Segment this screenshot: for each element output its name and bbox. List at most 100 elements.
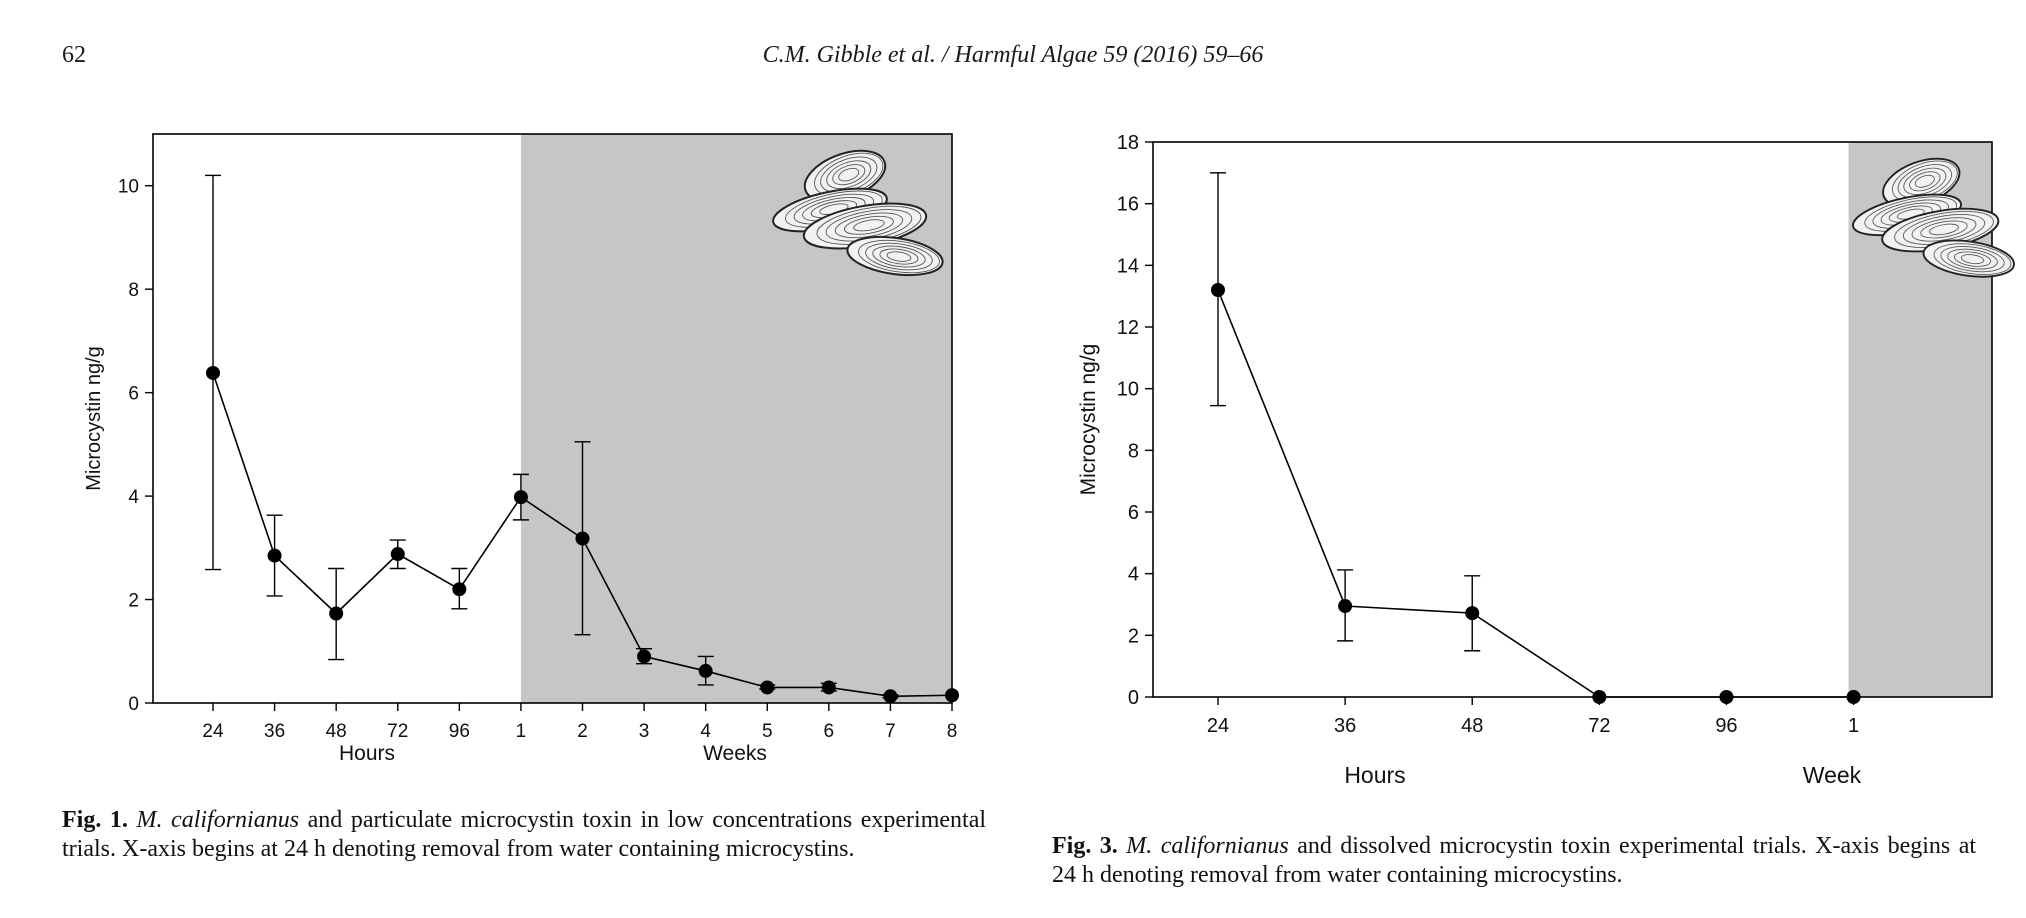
- x-tick-label: 96: [449, 721, 470, 742]
- figure-3-caption-text: and dissolved microcystin toxin experime…: [1052, 833, 1977, 888]
- data-point: [267, 548, 282, 563]
- page-number: 62: [62, 42, 86, 68]
- mussel-shell-ridge: [1940, 246, 2005, 273]
- y-tick-label: 0: [128, 694, 139, 715]
- y-tick-label: 4: [1128, 564, 1139, 586]
- figure-1-caption-text: and particulate microcystin toxin in low…: [62, 807, 987, 862]
- x-tick-label: 4: [700, 721, 711, 742]
- figure-1-caption-label: Fig. 1.: [62, 807, 128, 833]
- mussel-shell-ridge: [1914, 174, 1935, 188]
- x-tick-label: 72: [387, 721, 408, 742]
- x-tick-label: 6: [824, 721, 835, 742]
- mussel-shell-ridge: [1929, 223, 1959, 236]
- data-point: [821, 680, 836, 695]
- mussel-shell-ridge: [858, 239, 940, 274]
- x-group-label: Week: [1803, 762, 1862, 788]
- y-tick-label: 10: [118, 177, 139, 198]
- data-point: [575, 531, 590, 546]
- data-point: [1846, 690, 1861, 704]
- x-tick-label: 96: [1715, 715, 1737, 737]
- data-point: [760, 680, 775, 695]
- x-group-label: Hours: [339, 742, 395, 765]
- x-group-label: Weeks: [703, 742, 767, 765]
- x-tick-label: 8: [947, 721, 958, 742]
- mussel-illustration: [772, 149, 944, 277]
- data-point: [1211, 283, 1225, 297]
- mussel-shell-ridge: [853, 219, 885, 232]
- figure-3-caption-species: M. californianus: [1126, 833, 1289, 859]
- data-point: [1719, 690, 1734, 704]
- x-tick-label: 2: [577, 721, 588, 742]
- x-tick-label: 1: [516, 721, 527, 742]
- mussel-shell-ridge: [1960, 254, 1985, 265]
- y-tick-label: 8: [128, 280, 139, 301]
- x-tick-label: 3: [639, 721, 650, 742]
- y-tick-label: 12: [1117, 317, 1139, 339]
- x-tick-label: 48: [1461, 715, 1483, 737]
- data-point: [698, 663, 713, 678]
- x-tick-label: 24: [202, 721, 224, 742]
- mussel-shell-ridge: [872, 245, 926, 268]
- data-point: [206, 365, 220, 380]
- data-point: [1465, 606, 1480, 621]
- figure-3-caption: Fig. 3. M. californianus and dissolved m…: [1052, 832, 1976, 890]
- mussel-illustration: [1852, 157, 2015, 278]
- plot-frame: [1152, 141, 1993, 698]
- mussel-shell: [1922, 239, 2015, 278]
- mussel-shell-ridge: [844, 215, 894, 235]
- mussel-shell-ridge: [879, 248, 919, 265]
- y-axis-label: Microcystin ng/g: [1077, 344, 1100, 496]
- mussel-shell-ridge: [865, 242, 933, 271]
- mussel-shell-ridge: [1947, 248, 1998, 270]
- x-tick-label: 5: [762, 721, 773, 742]
- data-point: [513, 490, 528, 505]
- data-point: [945, 688, 959, 703]
- y-tick-label: 8: [1128, 440, 1139, 462]
- data-point: [329, 606, 344, 621]
- x-group-label: Hours: [1344, 762, 1405, 788]
- figure-3-caption-label: Fig. 3.: [1052, 833, 1118, 859]
- mussel-shell-ridge: [826, 160, 872, 189]
- x-tick-label: 1: [1848, 715, 1859, 737]
- x-tick-label: 36: [264, 721, 285, 742]
- data-point: [452, 582, 467, 597]
- mussel-shell-ridge: [1920, 220, 1968, 239]
- series-line: [1217, 289, 1854, 698]
- y-tick-label: 14: [1117, 255, 1139, 277]
- mussel-shell: [846, 235, 944, 277]
- data-point: [1592, 690, 1607, 704]
- data-point: [883, 689, 898, 704]
- y-tick-label: 16: [1117, 194, 1139, 216]
- y-tick-label: 6: [128, 384, 139, 405]
- figure-1-caption: Fig. 1. M. californianus and particulate…: [62, 806, 986, 864]
- mussel-shell-ridge: [886, 251, 912, 262]
- y-tick-label: 0: [1128, 687, 1139, 709]
- y-tick-label: 18: [1117, 132, 1139, 154]
- figure-1-caption-species: M. californianus: [136, 807, 300, 833]
- plot-frame: [152, 133, 953, 704]
- mussel-shell-ridge: [834, 212, 904, 239]
- mussel-shell-ridge: [1933, 243, 2012, 275]
- mussel-shell-ridge: [838, 167, 860, 182]
- mussel-shell-ridge: [1953, 251, 1992, 267]
- x-tick-label: 48: [326, 721, 347, 742]
- y-tick-label: 2: [1128, 625, 1139, 647]
- mussel-shell-ridge: [832, 164, 866, 186]
- y-tick-label: 10: [1117, 379, 1139, 401]
- y-tick-label: 4: [128, 487, 139, 508]
- y-tick-label: 6: [1128, 502, 1139, 524]
- x-tick-label: 7: [885, 721, 896, 742]
- data-point: [637, 649, 652, 664]
- data-point: [390, 547, 405, 562]
- x-tick-label: 72: [1588, 715, 1610, 737]
- x-tick-label: 36: [1334, 715, 1356, 737]
- mussel-shell-ridge: [1911, 217, 1977, 242]
- y-tick-label: 2: [128, 591, 139, 612]
- running-header-citation: C.M. Gibble et al. / Harmful Algae 59 (2…: [762, 42, 1264, 68]
- y-axis-label: Microcystin ng/g: [83, 346, 105, 491]
- data-point: [1338, 599, 1353, 614]
- x-tick-label: 24: [1207, 715, 1229, 737]
- mussel-shell-ridge: [1909, 171, 1941, 192]
